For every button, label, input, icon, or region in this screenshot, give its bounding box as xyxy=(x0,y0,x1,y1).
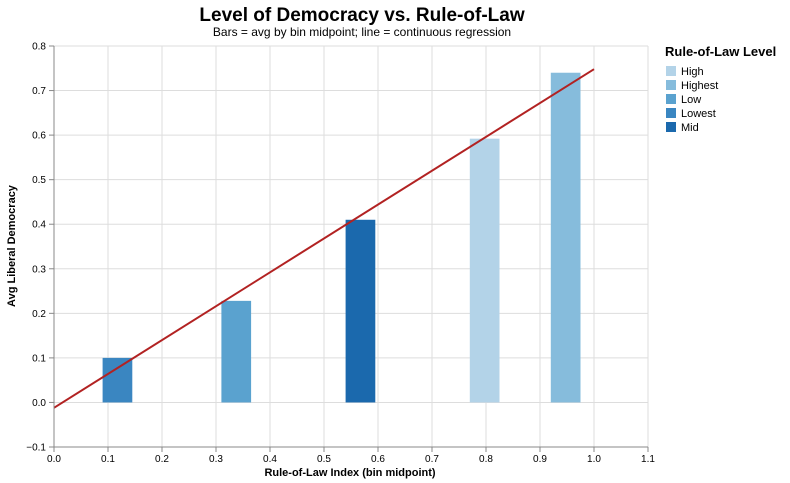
legend: Rule-of-Law Level High Highest Low Lowest Mi… xyxy=(665,44,776,134)
x-tick-label: 0.6 xyxy=(371,454,385,465)
regression-line xyxy=(53,68,595,409)
y-tick-label: 0.6 xyxy=(32,131,46,142)
y-tick-label: 0.8 xyxy=(32,42,46,53)
x-tick-label: 0.3 xyxy=(209,454,223,465)
y-tick-label: 0.1 xyxy=(32,353,46,364)
y-tick-label: 0.3 xyxy=(32,264,46,275)
x-tick-label: 0.0 xyxy=(47,454,61,465)
bar-low xyxy=(221,300,252,403)
y-tick-label: 0.0 xyxy=(32,398,46,409)
x-tick-label: 1.1 xyxy=(641,454,655,465)
y-tick-label: 0.7 xyxy=(32,86,46,97)
legend-label: High xyxy=(681,66,704,78)
legend-items: High Highest Low Lowest Mid xyxy=(666,66,718,134)
y-axis-title: Avg Liberal Democracy xyxy=(6,184,18,307)
bar-highest xyxy=(550,72,581,403)
x-tick-label: 0.2 xyxy=(155,454,169,465)
x-tick-label: 0.8 xyxy=(479,454,493,465)
x-tick-label: 0.5 xyxy=(317,454,331,465)
bar-high xyxy=(469,138,500,403)
bar-lowest xyxy=(102,357,133,403)
x-tick-label: 0.1 xyxy=(101,454,115,465)
x-tick-label: 1.0 xyxy=(587,454,601,465)
x-tick-label: 0.4 xyxy=(263,454,277,465)
legend-label: Lowest xyxy=(681,108,716,120)
y-tick-label: 0.4 xyxy=(32,220,46,231)
legend-swatch xyxy=(666,66,676,76)
x-tick-label: 0.9 xyxy=(533,454,547,465)
x-tick-label: 0.7 xyxy=(425,454,439,465)
legend-swatch xyxy=(666,94,676,104)
legend-label: Low xyxy=(681,94,701,106)
legend-title: Rule-of-Law Level xyxy=(665,44,776,59)
y-tick-label: −0.1 xyxy=(26,443,46,454)
axes: 0.0 0.1 0.2 0.3 0.4 0.5 0.6 0.7 0.8 0.9 1.0 1.1 −0.1… xyxy=(26,42,655,466)
legend-label: Mid xyxy=(681,122,699,134)
legend-label: Highest xyxy=(681,80,718,92)
chart-title: Level of Democracy vs. Rule-of-Law xyxy=(199,5,524,26)
y-tick-label: 0.2 xyxy=(32,309,46,320)
chart-subtitle: Bars = avg by bin midpoint; line = conti… xyxy=(213,25,511,39)
legend-swatch xyxy=(666,80,676,90)
bars xyxy=(102,72,581,403)
legend-swatch xyxy=(666,108,676,118)
regression-line-group xyxy=(53,68,595,409)
legend-swatch xyxy=(666,122,676,132)
x-axis-title: Rule-of-Law Index (bin midpoint) xyxy=(264,467,435,479)
bar-mid xyxy=(345,219,376,403)
y-tick-label: 0.5 xyxy=(32,175,46,186)
